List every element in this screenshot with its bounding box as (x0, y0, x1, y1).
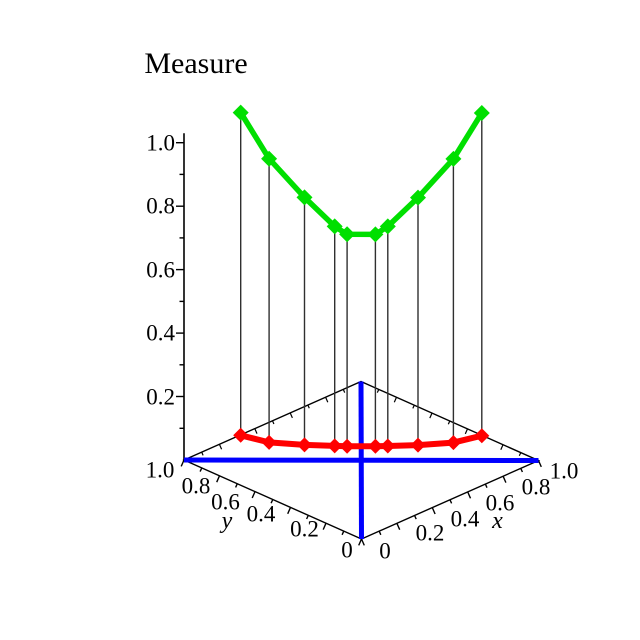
x-tick-label: 0.2 (415, 520, 445, 546)
upper-right-edge-tick (518, 452, 522, 457)
y-edge-tick (305, 515, 309, 520)
y-tick-label: 0.8 (181, 473, 211, 499)
x-tick-label: 0.6 (485, 490, 515, 515)
upper-left-edge-tick (342, 389, 346, 393)
x-edge-tick (449, 499, 453, 504)
upper-right-edge-tick (376, 389, 380, 393)
x-tick-label: 0 (379, 538, 391, 563)
lower-curve-marker (339, 438, 355, 454)
y-tick-label: 0.6 (211, 489, 240, 515)
y-edge-tick (358, 538, 363, 546)
lower-curve-marker (261, 434, 277, 450)
y-edge-tick (199, 467, 203, 472)
x-edge-tick (378, 530, 382, 536)
y-edge-tick (234, 483, 238, 488)
upper-curve-marker (339, 226, 356, 243)
y-edge-tick (341, 530, 345, 536)
z-tick-label: 0.4 (146, 320, 175, 346)
y-tick-label: 0 (341, 537, 353, 562)
upper-left-edge-tick (271, 420, 275, 425)
x-edge-tick (431, 507, 436, 515)
y-edge-tick (270, 499, 274, 504)
z-tick-label: 0.8 (146, 193, 175, 219)
y-axis-title: y (221, 507, 233, 534)
upper-right-edge-tick (429, 412, 433, 419)
x-edge-tick (396, 523, 401, 530)
upper-curve-marker (379, 218, 396, 235)
lower-curve-marker (367, 438, 383, 454)
y-edge-tick (287, 507, 292, 515)
upper-curve-marker (296, 189, 313, 206)
upper-curve (237, 109, 485, 238)
upper-left-edge-tick (201, 451, 204, 456)
x-axis-title: x (492, 508, 503, 534)
x-tick-label: 0.4 (450, 506, 480, 531)
z-axis-title: Measure (144, 47, 248, 80)
x-tick-label: 0.8 (521, 474, 551, 500)
y-tick-label: 0.4 (246, 501, 276, 527)
lower-curve (237, 432, 485, 450)
upper-curve-marker (326, 218, 343, 235)
y-tick-label: 1.0 (145, 457, 175, 483)
lower-curve-marker (380, 438, 396, 454)
upper-right-edge-tick (393, 397, 398, 403)
upper-curve-marker (367, 226, 384, 243)
upper-left-edge-tick (325, 396, 329, 403)
upper-right-edge-tick (447, 420, 451, 425)
upper-right-edge-tick (412, 404, 415, 409)
x-edge-tick (360, 538, 365, 546)
upper-left-edge-tick (218, 444, 223, 450)
upper-curve-marker (261, 150, 278, 167)
y-edge-tick (216, 475, 221, 483)
y-tick-label: 0.2 (290, 516, 319, 542)
lower-curve-marker (445, 435, 461, 451)
upper-right-edge-tick (464, 428, 469, 435)
y-edge-tick (251, 491, 256, 499)
upper-right-edge-tick (500, 444, 504, 450)
lower-curve-marker (474, 428, 490, 444)
upper-curve-marker (445, 150, 462, 167)
upper-curve-marker (232, 104, 249, 121)
lower-curve-marker (327, 438, 343, 454)
upper-left-edge-tick (254, 428, 258, 434)
upper-left-edge-tick (307, 404, 310, 409)
x-tick-label: 1.0 (549, 458, 579, 484)
lower-curve-marker (233, 427, 249, 443)
y-edge-tick (322, 522, 327, 530)
x-edge-tick (502, 475, 507, 483)
x-edge-tick (537, 460, 542, 468)
upper-curve-marker (473, 105, 490, 121)
x-edge-tick (413, 515, 417, 520)
x-edge-tick (467, 491, 472, 499)
lower-curve-marker (297, 437, 312, 453)
z-tick-label: 0.2 (146, 384, 175, 409)
upper-curve-marker (410, 189, 426, 206)
x-edge-tick (484, 483, 488, 488)
lower-curve-marker (410, 437, 426, 453)
x-edge-tick (520, 468, 524, 473)
base-diagonal-vertical (358, 381, 364, 540)
z-tick-label: 0.6 (146, 257, 175, 282)
y-edge-tick (180, 459, 185, 467)
z-tick-label: 1.0 (146, 130, 175, 155)
upper-left-edge-tick (289, 412, 293, 419)
